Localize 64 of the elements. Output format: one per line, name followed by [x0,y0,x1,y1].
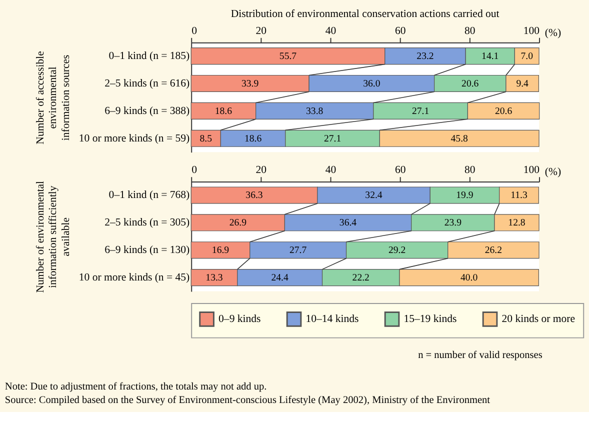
x-tick-label: 0 [192,164,197,176]
legend-label: 15–19 kinds [404,313,457,326]
legend-label: 20 kinds or more [502,313,576,326]
y-tick-label: 10 or more kinds (n = 45) [78,271,190,284]
x-tick-label: 20 [256,164,267,176]
data-label: 26.2 [484,245,502,256]
y-axis-title: Number of environmental information sufficiently available [34,180,72,293]
source-note: Source: Compiled based on the Survey of Environment-conscious Lifestyle (May 2002), Ministry of the Environment [4,394,490,406]
x-tick-label: 0 [192,25,197,38]
y-tick-label: 10 or more kinds (n = 59) [78,132,190,144]
data-label: 26.9 [229,218,247,229]
chart-title: Distribution of environmental conservation actions carried out [230,8,500,20]
data-label: 18.6 [244,133,262,144]
y-tick-label: 2–5 kinds (n = 305) [104,216,190,229]
y-tick-label: 2–5 kinds (n = 616) [104,77,190,90]
y-tick-label: 0–1 kind (n = 768) [108,189,190,202]
data-label: 14.1 [482,50,499,62]
data-label: 45.8 [450,133,468,144]
x-tick-label: 20 [256,25,267,38]
x-tick-label: 100 [523,25,540,38]
y-axis-title: Number of accessible environmental information sources [34,50,72,144]
data-label: 11.3 [510,190,528,202]
data-label: 55.7 [279,50,297,62]
data-label: 27.7 [290,245,307,256]
text: Note: Due to adjustment of fractions, the totals may not add up. [4,381,267,392]
data-label: 27.1 [412,106,430,117]
data-label: 7.0 [520,50,534,62]
data-label: 32.4 [365,190,382,202]
y-tick-label: 6–9 kinds (n = 130) [104,244,190,256]
data-label: 18.6 [214,106,232,117]
data-label: 36.0 [363,78,380,90]
x-axis-title: (%) [544,26,562,39]
y-tick-label: 0–1 kind (n = 185) [108,50,190,62]
data-label: 8.5 [200,133,212,144]
x-tick-label: 80 [464,25,476,38]
data-label: 29.2 [388,245,406,256]
data-label: 19.9 [456,190,474,202]
x-tick-label: 80 [464,164,476,176]
y-tick-label: 6–9 kinds (n = 388) [104,104,190,117]
legend-label: 0–9 kinds [218,313,261,326]
data-label: 40.0 [460,272,478,284]
data-label: 27.1 [324,133,342,144]
data-label: 33.8 [306,106,324,117]
data-label: 36.4 [339,218,357,229]
legend-label: 10–14 kinds [306,313,359,326]
data-label: 33.9 [242,78,259,90]
x-tick-label: 60 [394,164,406,176]
text: n = number of valid responses [418,350,542,361]
data-label: 16.9 [212,245,230,256]
data-label: 22.2 [352,272,370,284]
data-label: 13.3 [206,272,223,284]
data-label: 23.2 [416,50,434,62]
data-label: 23.9 [444,218,462,229]
data-label: 36.3 [246,190,263,202]
x-tick-label: 60 [394,25,406,38]
x-tick-label: 40 [325,25,336,38]
x-tick-label: 100 [523,164,540,176]
data-label: 12.8 [508,218,526,229]
data-label: 20.6 [462,78,479,90]
data-label: 24.4 [271,272,288,284]
x-tick-label: 40 [325,164,336,176]
x-axis-title: (%) [544,166,562,178]
data-label: 9.4 [516,78,529,90]
data-label: 20.6 [494,106,512,117]
